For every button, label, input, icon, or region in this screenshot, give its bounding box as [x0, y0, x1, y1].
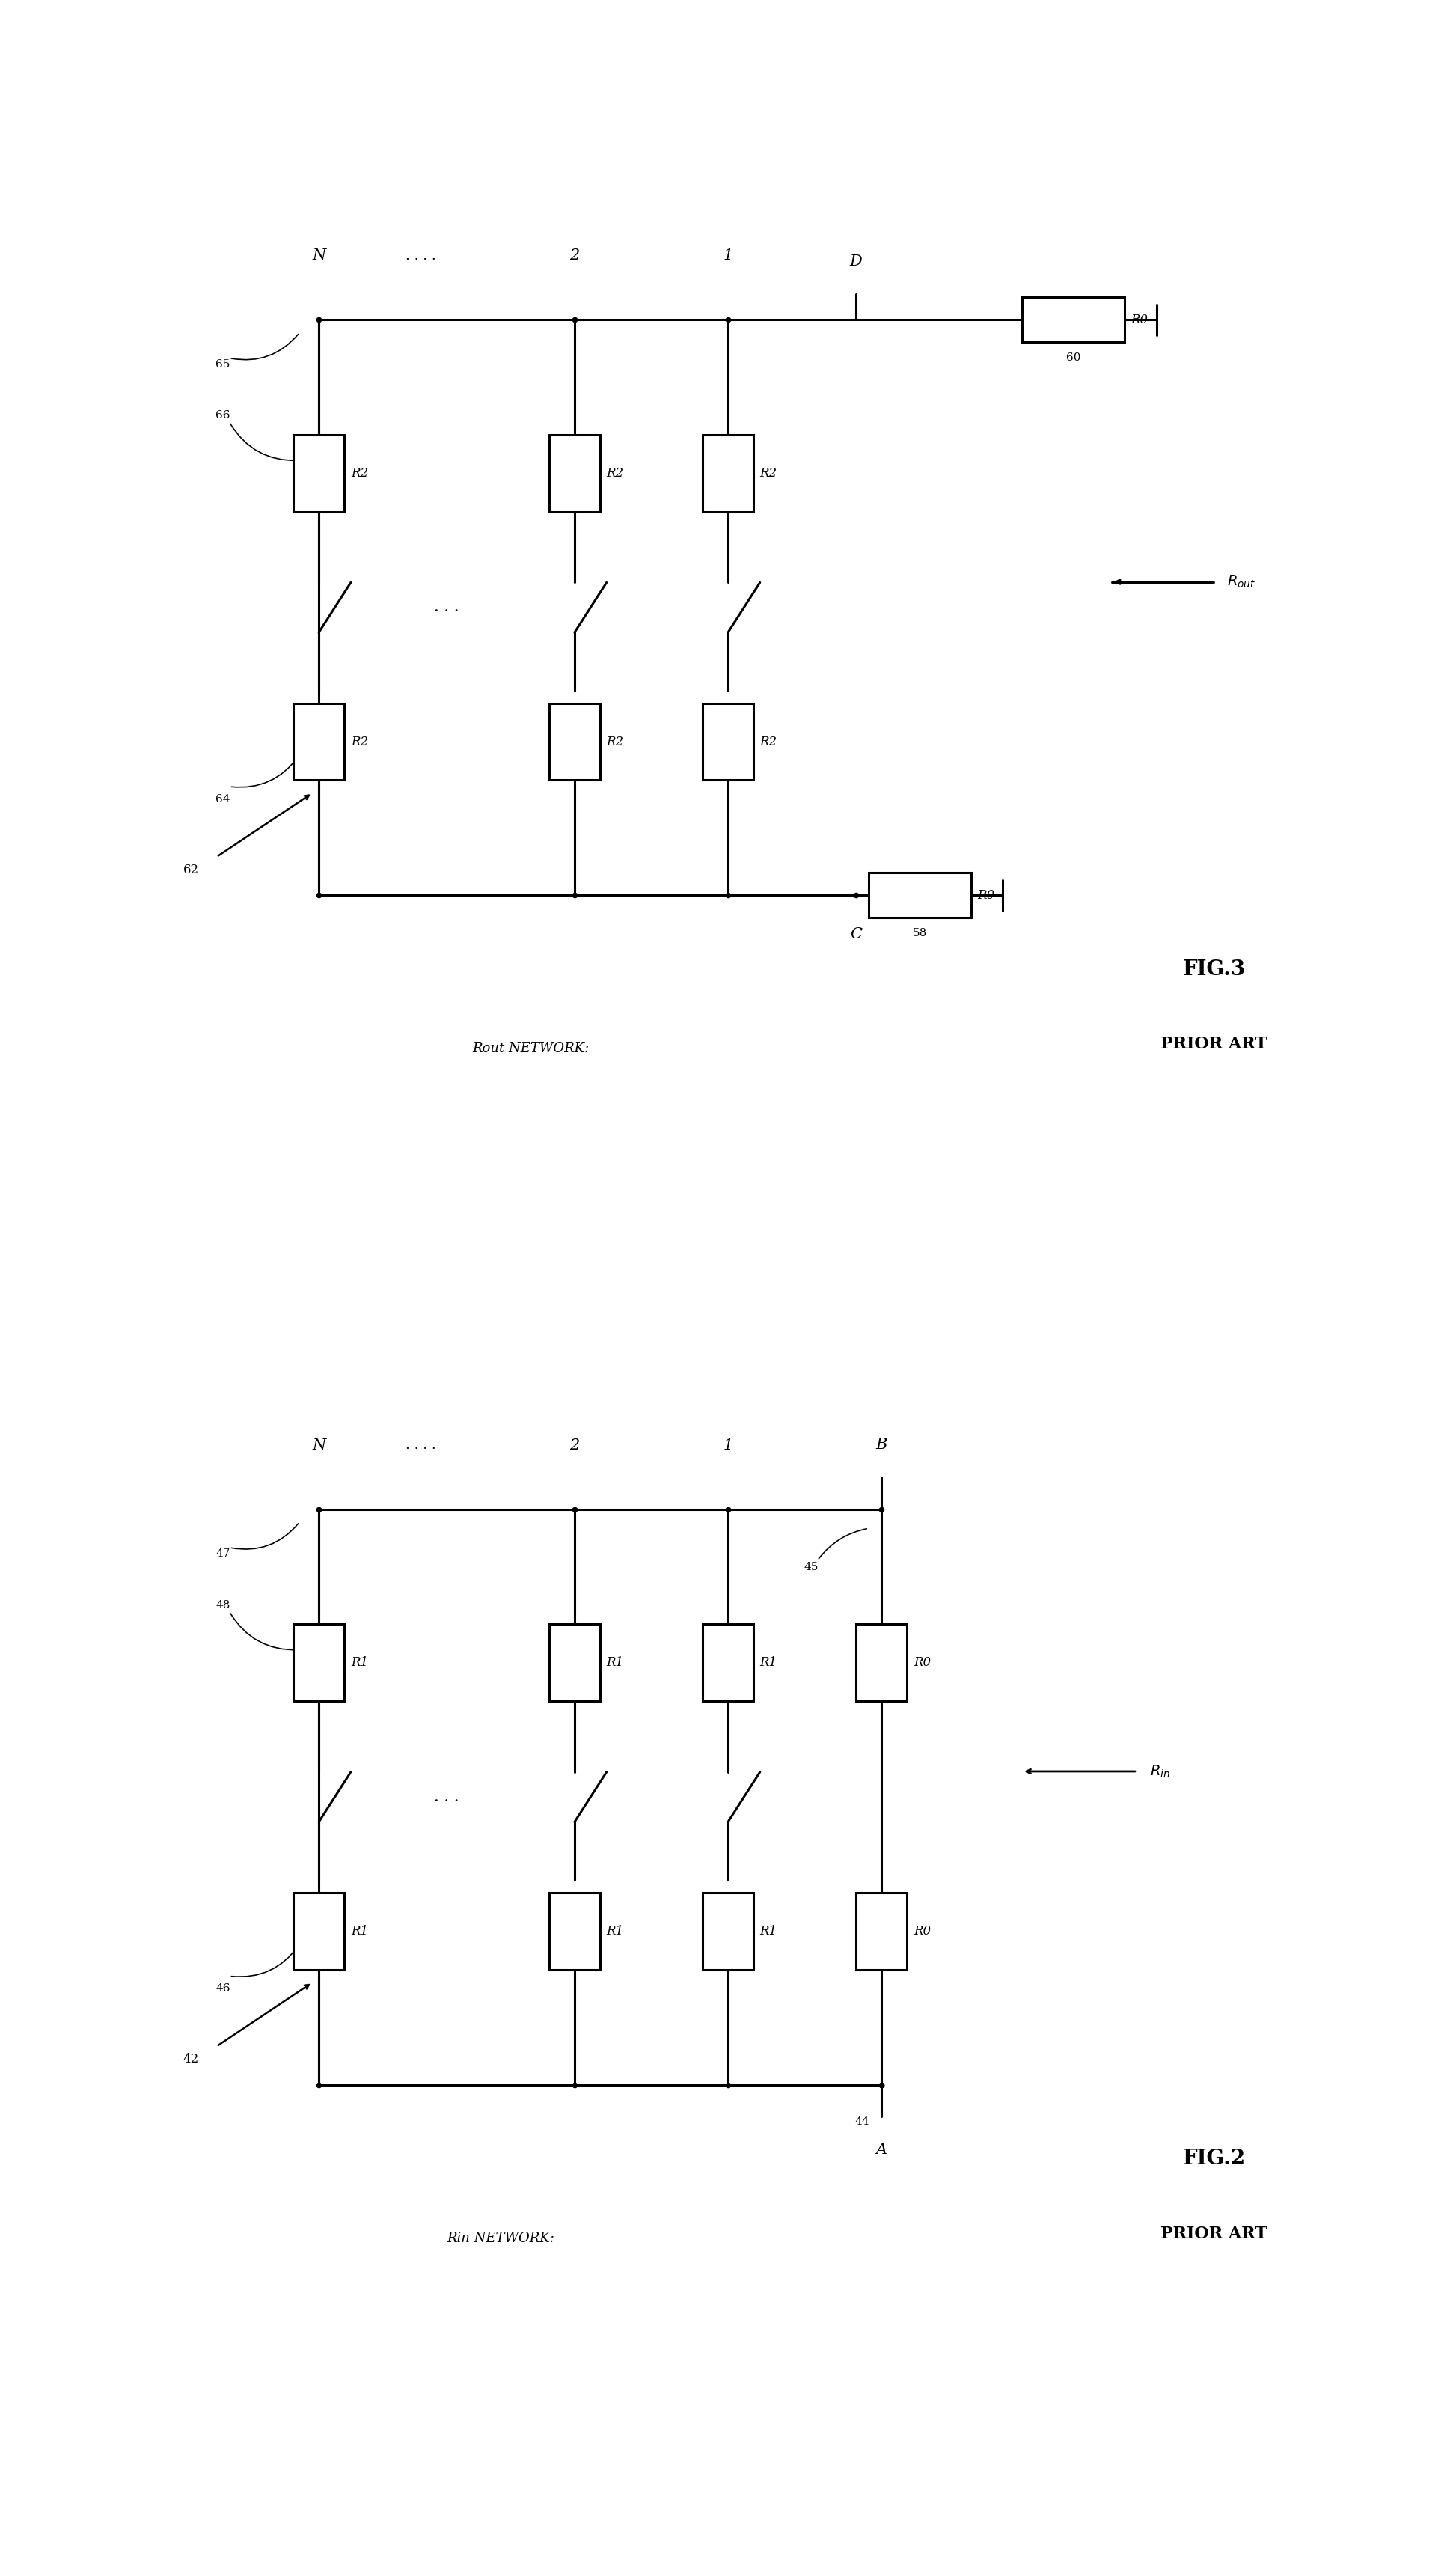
Bar — [293, 1624, 345, 1701]
Text: R1: R1 — [351, 1926, 368, 1936]
Text: 62: 62 — [183, 865, 199, 875]
Bar — [702, 1624, 754, 1701]
Text: . . . .: . . . . — [406, 248, 437, 263]
Text: R0: R0 — [913, 1658, 930, 1668]
Bar — [702, 435, 754, 512]
Text: 46: 46 — [215, 1982, 230, 1995]
Text: 42: 42 — [183, 2054, 199, 2064]
Text: $R_{out}$: $R_{out}$ — [1227, 573, 1255, 591]
Text: 1: 1 — [724, 1438, 732, 1453]
Text: R2: R2 — [351, 468, 368, 478]
Text: 66: 66 — [215, 409, 230, 422]
Bar — [293, 435, 345, 512]
Bar — [869, 872, 971, 918]
Bar — [702, 703, 754, 780]
Text: R2: R2 — [760, 468, 778, 478]
Text: R1: R1 — [351, 1658, 368, 1668]
Text: . . .: . . . — [434, 601, 459, 614]
Text: . . .: . . . — [434, 1791, 459, 1803]
Text: PRIOR ART: PRIOR ART — [1160, 2225, 1267, 2241]
Bar — [856, 1893, 907, 1970]
Text: R2: R2 — [760, 737, 778, 747]
Text: FIG.2: FIG.2 — [1182, 2149, 1245, 2169]
Text: D: D — [850, 253, 862, 269]
Text: 44: 44 — [855, 2118, 869, 2128]
Text: 65: 65 — [215, 358, 230, 371]
Text: R0: R0 — [977, 890, 994, 900]
Text: 47: 47 — [215, 1548, 230, 1560]
Text: C: C — [850, 929, 862, 941]
Text: . . . .: . . . . — [406, 1438, 437, 1453]
Text: R1: R1 — [607, 1658, 623, 1668]
Text: FIG.3: FIG.3 — [1182, 959, 1245, 980]
Bar — [856, 1624, 907, 1701]
Bar — [549, 435, 600, 512]
Text: R2: R2 — [351, 737, 368, 747]
Bar — [549, 1624, 600, 1701]
Text: R1: R1 — [760, 1658, 778, 1668]
Bar — [293, 1893, 345, 1970]
Text: R1: R1 — [760, 1926, 778, 1936]
Bar — [293, 703, 345, 780]
Text: B: B — [875, 1438, 887, 1450]
Text: 64: 64 — [215, 793, 230, 806]
Text: 2: 2 — [569, 248, 579, 263]
Bar — [549, 703, 600, 780]
Text: 2: 2 — [569, 1438, 579, 1453]
Text: R2: R2 — [607, 468, 623, 478]
Text: 45: 45 — [804, 1560, 818, 1573]
Bar — [702, 1893, 754, 1970]
Text: R0: R0 — [1131, 315, 1149, 325]
Text: Rout NETWORK:: Rout NETWORK: — [472, 1041, 590, 1056]
Text: PRIOR ART: PRIOR ART — [1160, 1036, 1267, 1051]
Text: N: N — [312, 1438, 326, 1453]
Text: R0: R0 — [913, 1926, 930, 1936]
Text: 58: 58 — [913, 929, 927, 939]
Text: 1: 1 — [724, 248, 732, 263]
Text: 48: 48 — [215, 1599, 230, 1612]
Text: R2: R2 — [607, 737, 623, 747]
Text: A: A — [875, 2144, 887, 2156]
Text: 60: 60 — [1066, 353, 1080, 363]
Bar — [549, 1893, 600, 1970]
Bar — [1022, 297, 1124, 343]
Text: R1: R1 — [607, 1926, 623, 1936]
Text: N: N — [312, 248, 326, 263]
Text: $R_{in}$: $R_{in}$ — [1150, 1762, 1171, 1780]
Text: Rin NETWORK:: Rin NETWORK: — [447, 2231, 555, 2246]
